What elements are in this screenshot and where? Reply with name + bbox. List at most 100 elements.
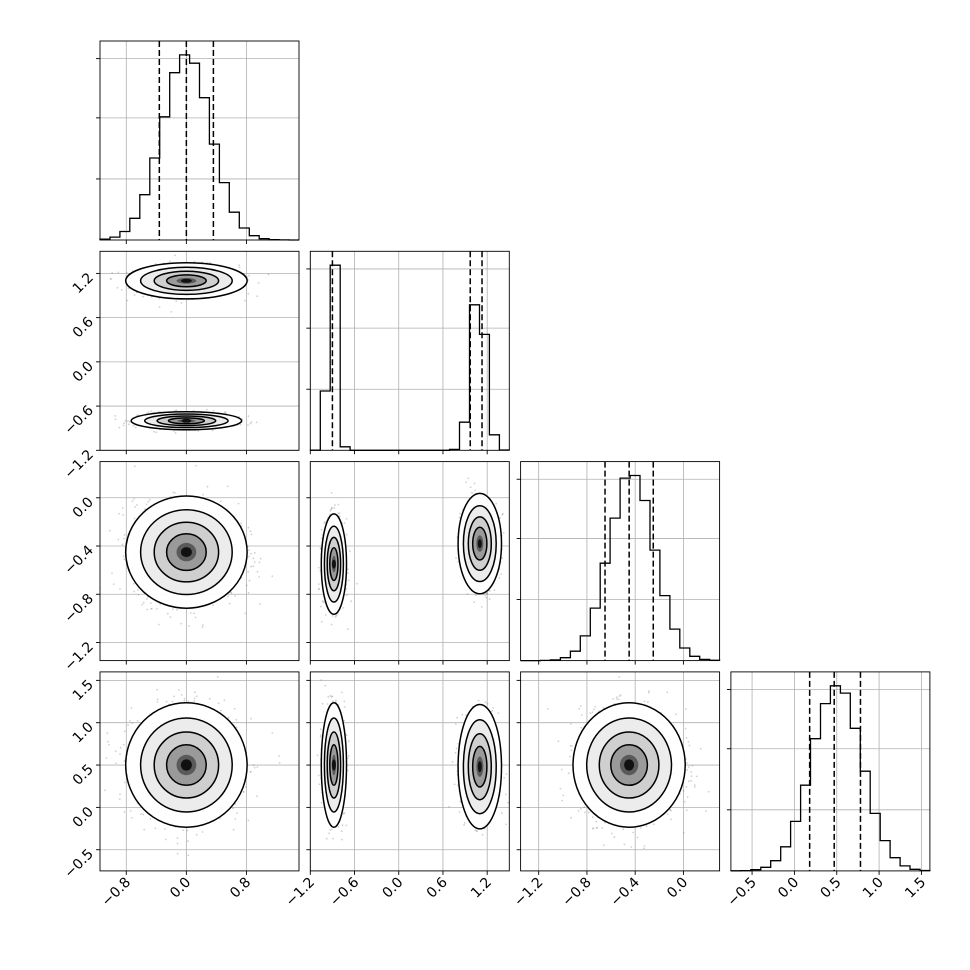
sample-point (247, 292, 250, 295)
histogram-panel-2 (516, 461, 721, 665)
sample-point (137, 593, 140, 596)
sample-point (131, 722, 134, 724)
sample-point (331, 506, 333, 509)
sample-point (258, 576, 260, 578)
sample-point (202, 493, 204, 496)
sample-point (124, 419, 127, 422)
sample-point (116, 286, 119, 289)
sample-point (258, 561, 261, 564)
sample-point (250, 421, 253, 423)
sample-point (248, 549, 250, 552)
sample-point (108, 529, 111, 532)
sample-point (108, 743, 110, 746)
sample-point (133, 498, 135, 500)
sample-point (259, 557, 262, 560)
sample-point (320, 537, 323, 540)
sample-point (119, 753, 121, 755)
sample-point (501, 512, 504, 515)
sample-point (233, 707, 236, 710)
sample-point (117, 271, 120, 274)
sample-point (250, 533, 253, 536)
sample-point (244, 299, 246, 302)
sample-point (169, 616, 172, 618)
sample-point (206, 485, 209, 488)
density-contour (467, 516, 493, 572)
sample-point (205, 408, 208, 411)
density-contour (153, 270, 220, 292)
sample-point (323, 522, 326, 524)
density-contour (326, 536, 342, 592)
sample-point (255, 421, 258, 424)
sample-point (234, 818, 237, 820)
sample-point (330, 507, 333, 510)
sample-point (122, 743, 125, 746)
sample-point (356, 582, 358, 585)
sample-point (334, 616, 337, 618)
sample-point (127, 420, 129, 422)
sample-point (178, 689, 180, 691)
sample-point (114, 418, 117, 421)
sample-point (146, 608, 149, 611)
sample-point (349, 550, 351, 552)
sample-point (240, 522, 243, 525)
sample-point (473, 482, 476, 485)
panel-frame (730, 671, 931, 872)
sample-point (322, 601, 325, 603)
sample-point (189, 612, 192, 614)
sample-point (230, 591, 232, 594)
sample-point (248, 579, 251, 582)
sample-point (226, 485, 229, 488)
sample-point (97, 419, 99, 421)
sample-point (457, 560, 460, 563)
sample-point (143, 828, 146, 831)
sample-point (171, 700, 174, 703)
sample-point (150, 602, 152, 604)
sample-point (219, 709, 222, 712)
sample-point (114, 415, 117, 417)
sample-point (278, 755, 280, 757)
sample-point (118, 426, 121, 429)
sample-point (343, 522, 346, 524)
sample-point (158, 623, 160, 626)
sample-point (493, 589, 496, 592)
sample-point (245, 584, 248, 587)
sample-point (458, 516, 461, 519)
sample-point (230, 592, 233, 594)
sample-point (486, 593, 488, 595)
histogram-step (520, 474, 721, 662)
sample-point (166, 612, 169, 615)
density-contour (153, 521, 220, 583)
sample-point (345, 533, 348, 536)
sample-point (247, 591, 250, 594)
histogram-step (309, 264, 510, 451)
sample-point (158, 306, 161, 308)
histogram-panel-1 (306, 250, 510, 455)
sample-point (469, 486, 472, 489)
sample-point (256, 295, 259, 298)
sample-point (234, 595, 237, 597)
sample-point (249, 530, 252, 533)
sample-point (182, 829, 185, 832)
sample-point (110, 278, 112, 280)
sample-point (111, 572, 113, 575)
sample-point (495, 502, 498, 505)
density-contour (457, 492, 503, 595)
density-contour (329, 546, 339, 582)
sample-point (174, 491, 176, 494)
panel-frame (309, 461, 510, 662)
sample-point (123, 558, 126, 561)
sample-point (153, 430, 155, 433)
sample-point (338, 512, 341, 515)
sample-point (238, 264, 240, 266)
sample-point (247, 526, 250, 529)
sample-point (232, 807, 234, 810)
sample-point (146, 598, 148, 600)
sample-point (321, 600, 324, 602)
sample-point (133, 517, 136, 520)
sample-point (225, 411, 227, 414)
sample-point (320, 528, 323, 531)
sample-point (180, 302, 183, 304)
sample-point (337, 503, 340, 506)
sample-point (155, 431, 158, 434)
sample-point (195, 833, 198, 836)
